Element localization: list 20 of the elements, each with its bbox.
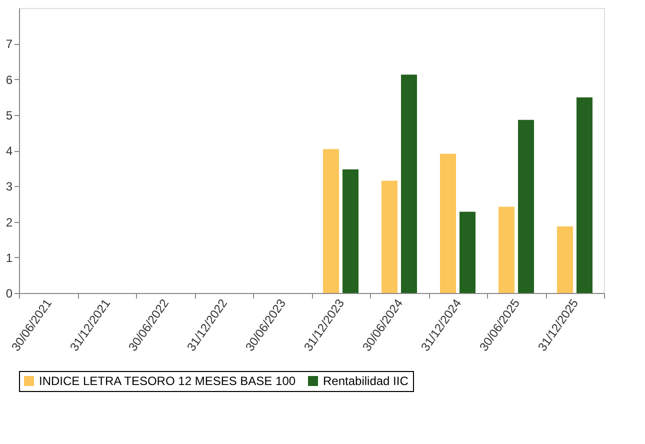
bar <box>382 180 398 293</box>
bar <box>401 74 417 293</box>
legend-label: Rentabilidad IIC <box>323 374 409 388</box>
y-tick-label: 0 <box>6 286 13 300</box>
bar <box>498 206 514 293</box>
bar <box>576 97 592 293</box>
y-tick-label: 3 <box>6 180 13 194</box>
y-tick-label: 6 <box>6 72 13 87</box>
y-tick-label: 4 <box>6 144 13 158</box>
bar <box>323 149 339 293</box>
y-tick-label: 5 <box>6 108 13 122</box>
legend-label: INDICE LETRA TESORO 12 MESES BASE 100 <box>39 374 296 388</box>
bar <box>440 154 456 293</box>
bar <box>518 120 534 293</box>
y-tick-label: 2 <box>6 215 13 230</box>
y-tick-label: 1 <box>6 250 13 265</box>
bar <box>342 169 358 293</box>
bar <box>557 226 573 293</box>
y-tick-label: 7 <box>6 37 13 52</box>
bar <box>460 212 476 293</box>
